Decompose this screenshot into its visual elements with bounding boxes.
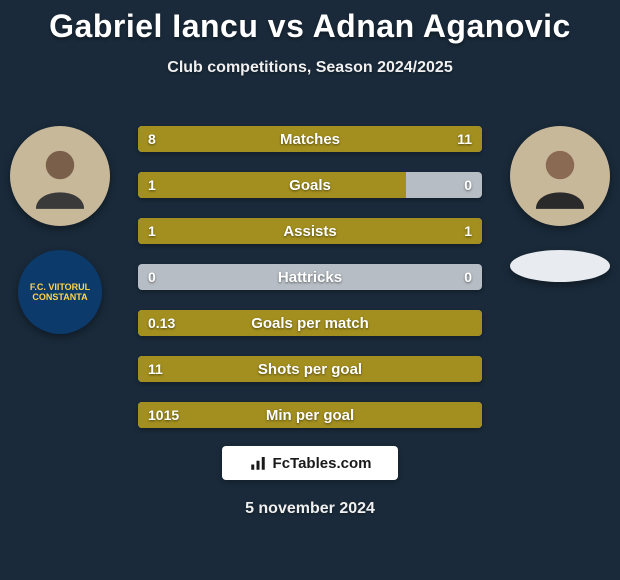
left-player-avatar bbox=[10, 126, 110, 226]
stat-row: 10Goals bbox=[138, 172, 482, 198]
right-player-avatar bbox=[510, 126, 610, 226]
stat-row: 0 0Hattricks bbox=[138, 264, 482, 290]
right-player-club-badge bbox=[510, 250, 610, 282]
left-club-name: F.C. VIITORUL CONSTANTA bbox=[24, 282, 96, 302]
stat-fill-left bbox=[138, 218, 310, 244]
stat-fill-right bbox=[282, 126, 482, 152]
stat-fill-left bbox=[138, 356, 482, 382]
stat-fill-left bbox=[138, 402, 482, 428]
subtitle: Club competitions, Season 2024/2025 bbox=[0, 59, 620, 77]
stat-fill-left bbox=[138, 172, 406, 198]
page-title: Gabriel Iancu vs Adnan Aganovic bbox=[0, 0, 620, 45]
stat-row: 11Shots per goal bbox=[138, 356, 482, 382]
stat-row: 811Matches bbox=[138, 126, 482, 152]
branding-badge: FcTables.com bbox=[222, 446, 398, 480]
comparison-card: Gabriel Iancu vs Adnan Aganovic Club com… bbox=[0, 0, 620, 580]
stat-row: 11Assists bbox=[138, 218, 482, 244]
stat-value-right: 0 bbox=[464, 264, 472, 290]
right-player-column bbox=[510, 126, 610, 282]
branding-text: FcTables.com bbox=[273, 455, 372, 472]
stat-fill-left bbox=[138, 310, 482, 336]
left-player-column: F.C. VIITORUL CONSTANTA bbox=[10, 126, 110, 334]
person-icon bbox=[525, 141, 595, 211]
stat-bars: 811Matches10Goals11Assists00Hattricks0.1… bbox=[138, 126, 482, 428]
stat-fill-left bbox=[138, 126, 282, 152]
left-player-club-badge: F.C. VIITORUL CONSTANTA bbox=[18, 250, 102, 334]
stat-label: Hattricks bbox=[138, 264, 482, 290]
date-label: 5 november 2024 bbox=[0, 500, 620, 518]
stat-fill-right bbox=[310, 218, 482, 244]
stat-row: 0.13Goals per match bbox=[138, 310, 482, 336]
chart-icon bbox=[249, 454, 267, 472]
person-icon bbox=[25, 141, 95, 211]
stat-row: 1015Min per goal bbox=[138, 402, 482, 428]
stat-value-left: 0 bbox=[148, 264, 156, 290]
stat-value-right: 0 bbox=[464, 172, 472, 198]
